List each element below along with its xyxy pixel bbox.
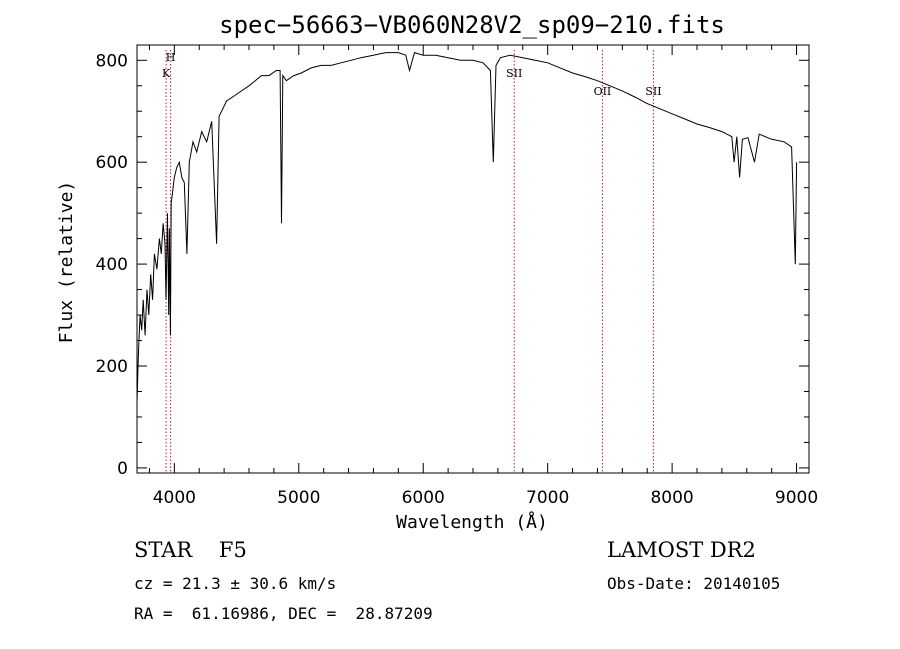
x-tick-label: 4000 (153, 488, 196, 508)
spectral-line-label: K (162, 67, 171, 80)
survey-name: LAMOST DR2 (607, 538, 756, 562)
x-tick-label: 6000 (402, 488, 445, 508)
spectral-line-label: SII (645, 85, 661, 98)
spectral-line-label: SII (506, 67, 522, 80)
y-tick-label: 800 (96, 51, 128, 71)
object-class: STAR F5 (134, 538, 247, 562)
spectrum-line (136, 51, 798, 402)
y-tick-label: 0 (117, 459, 128, 479)
y-tick-label: 600 (96, 153, 128, 173)
y-axis-label: Flux (relative) (56, 181, 77, 344)
spectral-line-label: H (166, 51, 176, 64)
spectral-line-markers: HK SII OII SII (162, 50, 662, 473)
x-axis: 4000 5000 6000 7000 8000 9000 (148, 45, 818, 508)
chart-title: spec−56663−VB060N28V2_sp09−210.fits (219, 11, 725, 39)
x-tick-label: 5000 (277, 488, 320, 508)
coordinates: RA = 61.16986, DEC = 28.87209 (134, 604, 433, 623)
x-tick-label: 7000 (526, 488, 569, 508)
y-axis: 0 200 400 600 800 (96, 51, 809, 479)
x-axis-label: Wavelength (Å) (396, 511, 548, 533)
redshift-text: cz = 21.3 ± 30.6 km/s (134, 574, 337, 593)
x-tick-label: 9000 (775, 488, 818, 508)
y-tick-label: 200 (96, 357, 128, 377)
x-tick-label: 8000 (650, 488, 693, 508)
obs-date: Obs-Date: 20140105 (607, 574, 781, 593)
plot-frame (136, 44, 810, 474)
y-tick-label: 400 (96, 255, 128, 275)
spectral-line-label: OII (594, 85, 612, 98)
